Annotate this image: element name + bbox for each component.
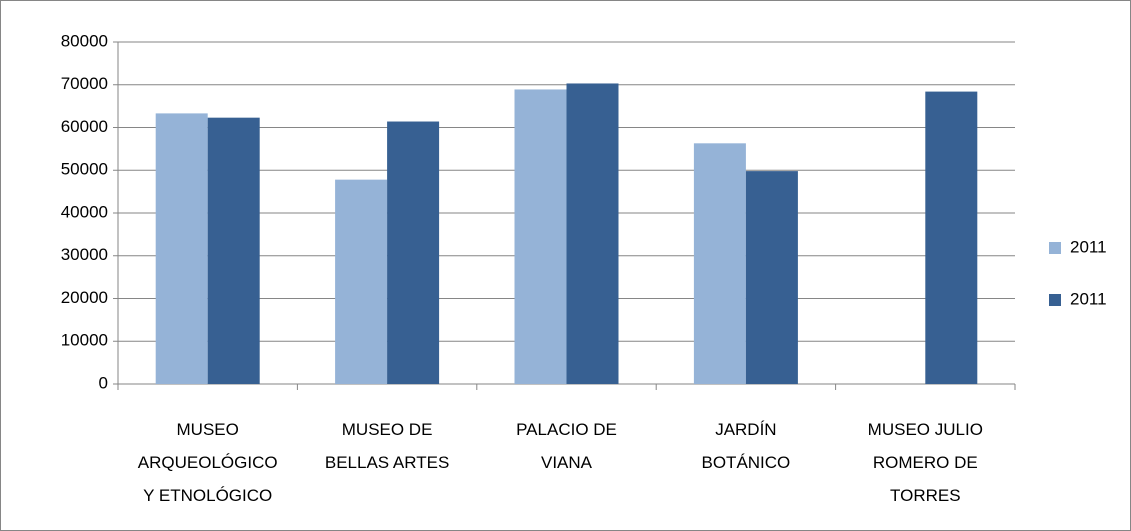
bar bbox=[387, 121, 440, 384]
legend-label: 2011 bbox=[1070, 289, 1107, 308]
bar bbox=[745, 171, 798, 384]
x-tick-label: JARDÍN BOTÁNICO bbox=[702, 420, 791, 472]
bar bbox=[207, 117, 260, 384]
y-tick-label: 70000 bbox=[61, 74, 108, 93]
legend-label: 2011 bbox=[1070, 237, 1107, 256]
y-tick-label: 50000 bbox=[61, 160, 108, 179]
x-tick-label: MUSEO JULIO ROMERO DE TORRES bbox=[868, 420, 983, 505]
y-tick-label: 20000 bbox=[61, 288, 108, 307]
y-tick-label: 40000 bbox=[61, 202, 108, 221]
y-tick-label: 80000 bbox=[61, 31, 108, 50]
bar bbox=[155, 113, 208, 384]
y-tick-label: 10000 bbox=[61, 331, 108, 350]
bar bbox=[514, 89, 567, 384]
bar bbox=[566, 83, 619, 384]
y-tick-label: 30000 bbox=[61, 245, 108, 264]
y-tick-label: 60000 bbox=[61, 117, 108, 136]
x-tick-label: PALACIO DE VIANA bbox=[516, 420, 617, 472]
legend-swatch bbox=[1049, 242, 1061, 254]
legend-swatch bbox=[1049, 294, 1061, 306]
bar bbox=[693, 143, 746, 384]
bar bbox=[335, 179, 388, 384]
x-tick-label: MUSEO ARQUEOLÓGICO Y ETNOLÓGICO bbox=[138, 420, 278, 505]
bar bbox=[925, 91, 978, 384]
x-tick-label: MUSEO DE BELLAS ARTES bbox=[325, 420, 449, 472]
y-tick-label: 0 bbox=[99, 373, 108, 392]
